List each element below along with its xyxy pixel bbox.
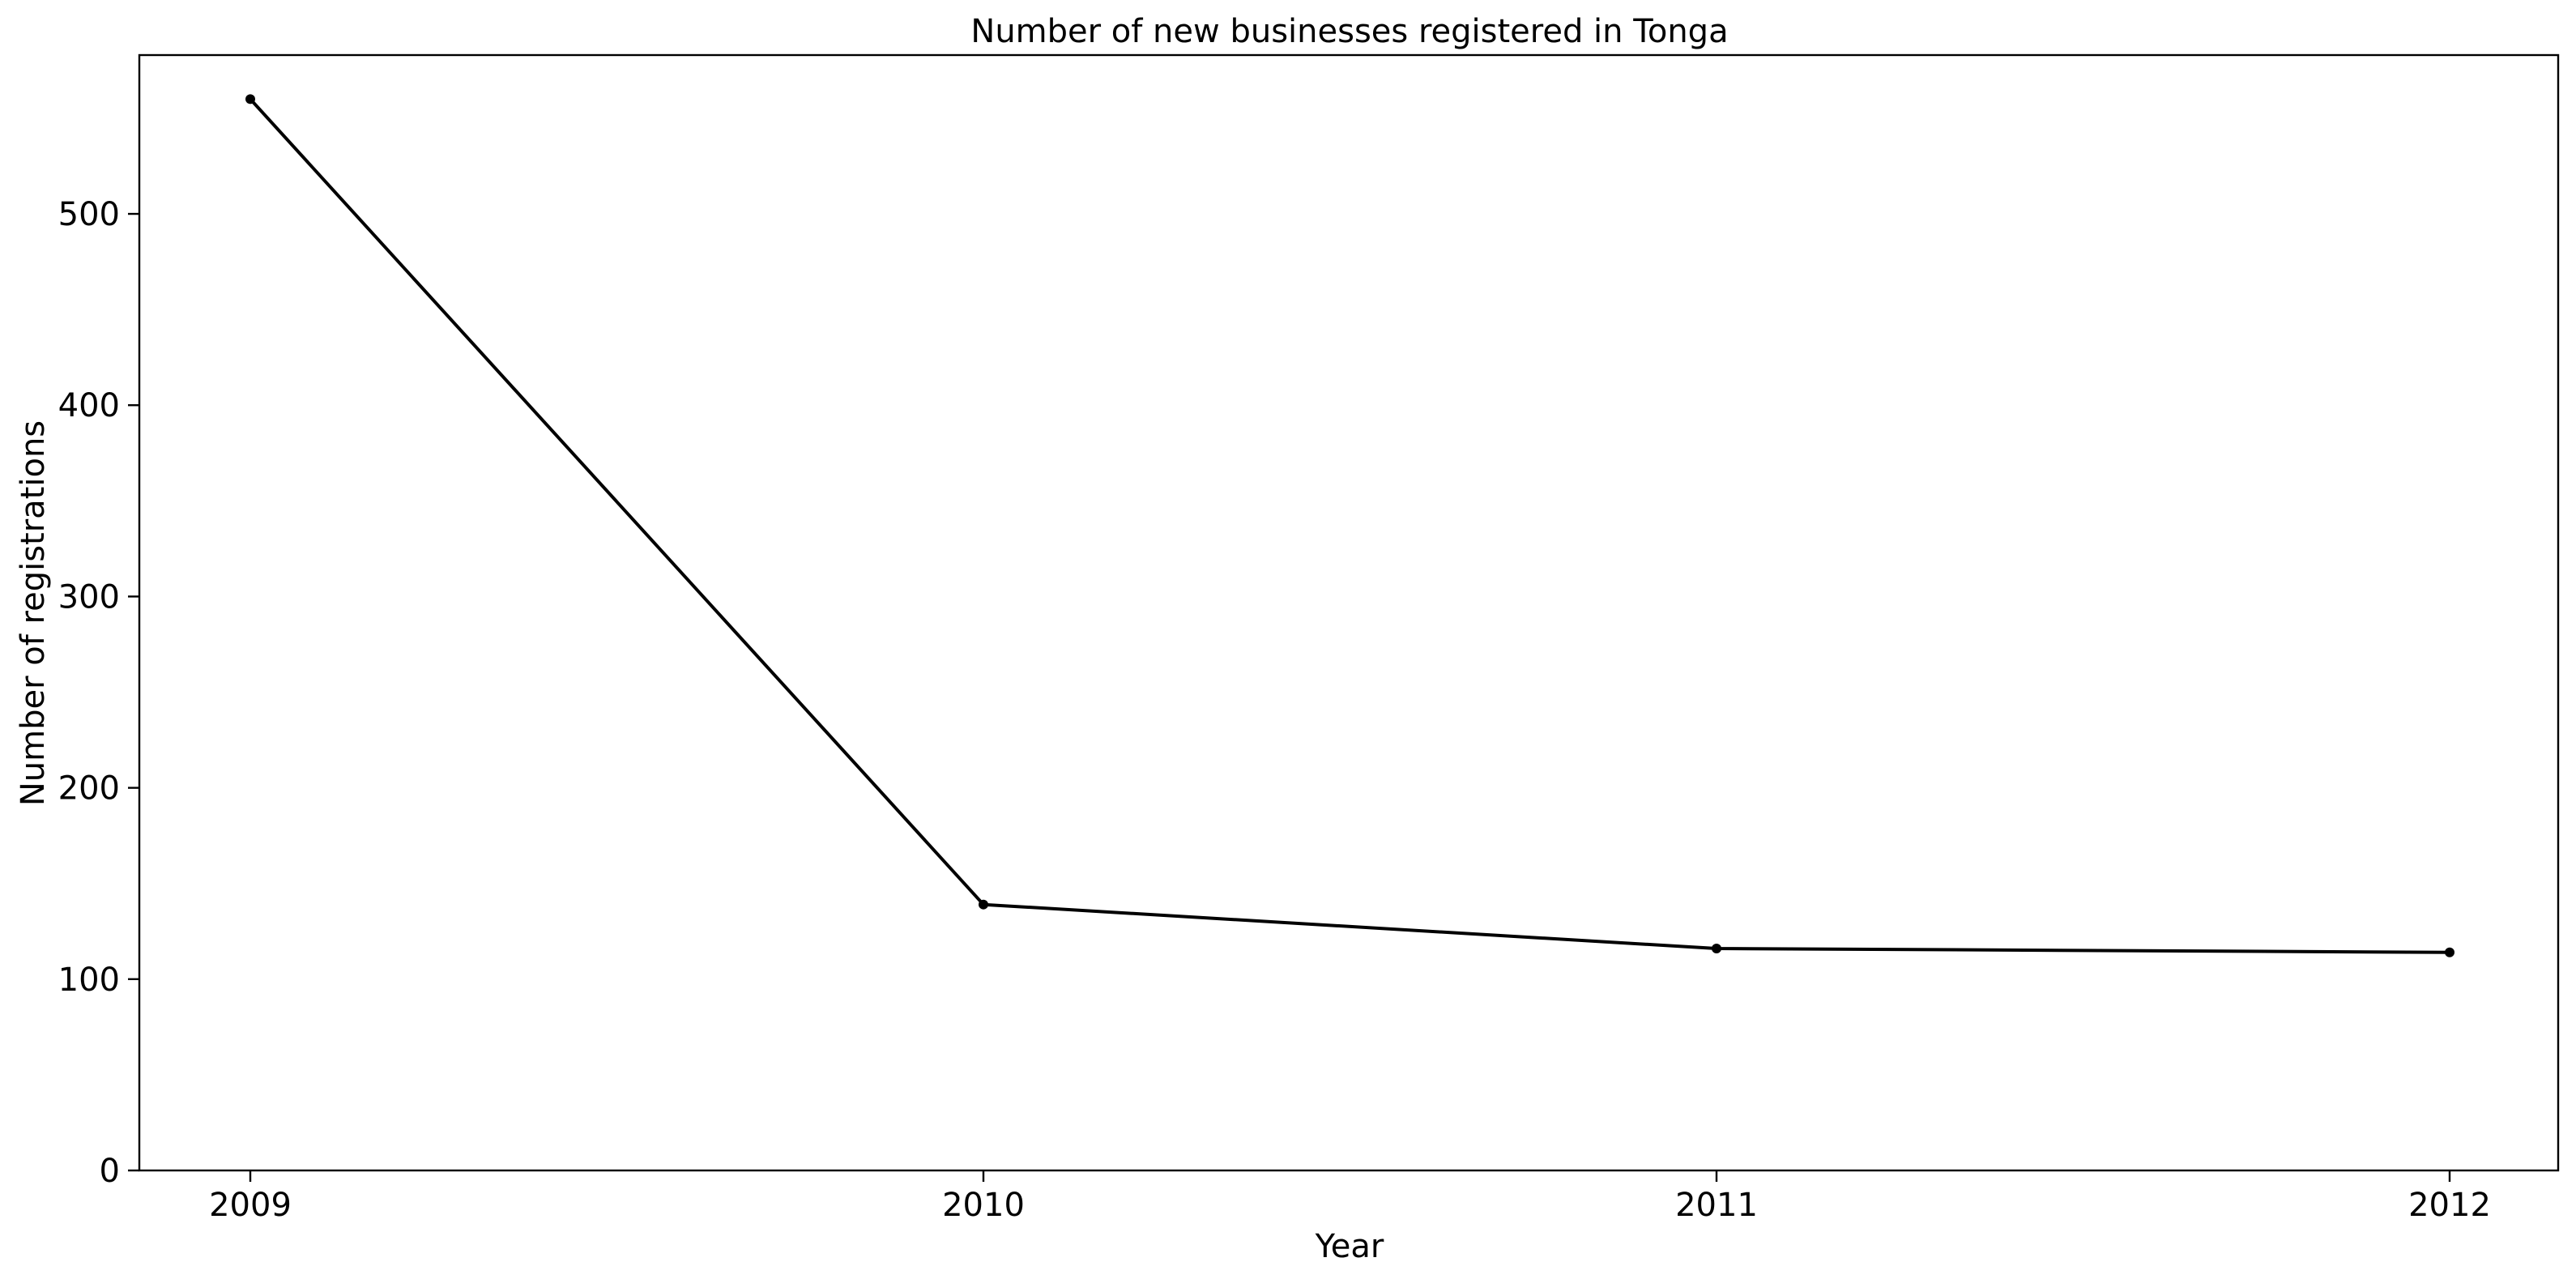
- y-axis: 0 100 200 300 400 500: [58, 196, 139, 1190]
- series-group: [245, 94, 2454, 957]
- y-tick-label: 200: [58, 770, 120, 808]
- y-tick-label: 300: [58, 578, 120, 616]
- data-point: [245, 94, 255, 104]
- y-tick-label: 400: [58, 387, 120, 424]
- data-point: [1712, 944, 1721, 954]
- x-tick-label: 2012: [2408, 1187, 2491, 1224]
- y-tick-label: 0: [100, 1153, 120, 1190]
- x-tick-label: 2011: [1675, 1187, 1758, 1224]
- y-tick-label: 500: [58, 196, 120, 233]
- y-axis-label: Number of registrations: [15, 420, 52, 806]
- x-tick-label: 2010: [942, 1187, 1025, 1224]
- y-tick-label: 100: [58, 961, 120, 999]
- x-tick-label: 2009: [209, 1187, 292, 1224]
- chart-title: Number of new businesses registered in T…: [970, 13, 1728, 50]
- x-axis-label: Year: [1315, 1228, 1384, 1265]
- data-point: [2445, 947, 2454, 957]
- data-point: [979, 899, 988, 910]
- plot-frame: [138, 53, 2560, 1172]
- x-axis: 2009 2010 2011 2012: [209, 1170, 2491, 1224]
- series-line: [249, 97, 2451, 954]
